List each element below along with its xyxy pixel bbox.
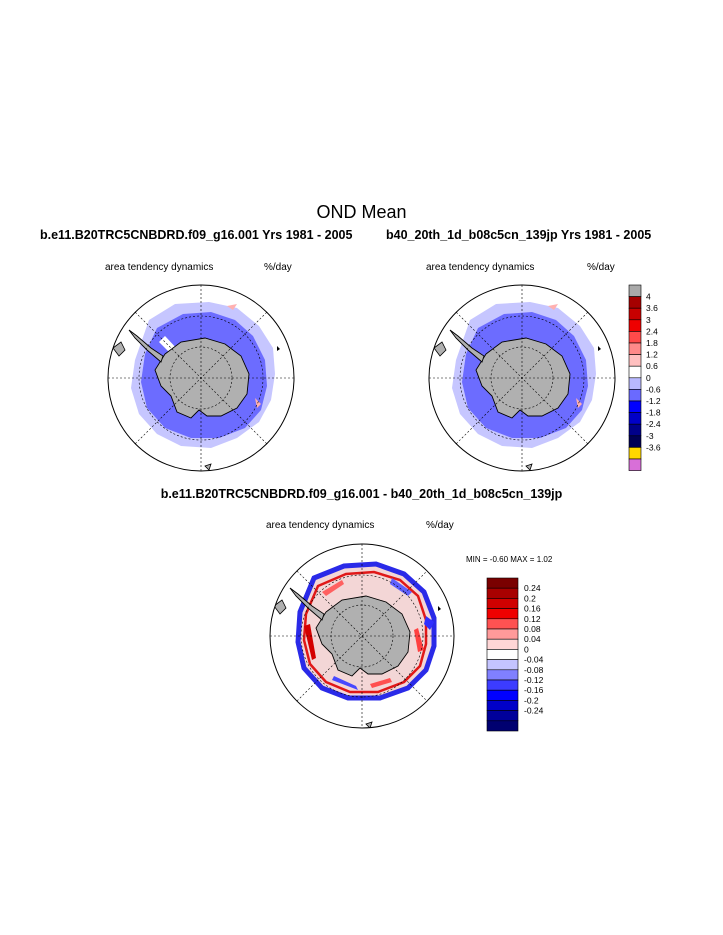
main-colorbar-swatch xyxy=(628,400,642,413)
diff-colorbar-swatch xyxy=(486,720,519,732)
diff-colorbar-swatch xyxy=(486,618,519,630)
diff-colorbar-tick-label: 0.12 xyxy=(524,614,541,624)
main-colorbar-tick-label: 0.6 xyxy=(646,361,658,371)
diff-panel-variable-label: area tendency dynamics xyxy=(266,520,375,531)
diff-panel-units-label: %/day xyxy=(426,520,454,531)
diff-colorbar-swatch xyxy=(486,689,519,701)
diff-colorbar-tick-label: 0.16 xyxy=(524,604,541,614)
left-panel-run-title: b.e11.B20TRC5CNBDRD.f09_g16.001 Yrs 1981… xyxy=(40,228,353,242)
difference-panel-title: b.e11.B20TRC5CNBDRD.f09_g16.001 - b40_20… xyxy=(160,487,563,501)
main-colorbar-tick-label: -3 xyxy=(646,431,654,441)
diff-colorbar-swatch xyxy=(486,649,519,660)
diff-colorbar-tick-label: -0.04 xyxy=(524,655,544,665)
main-colorbar-tick-label: -2.4 xyxy=(646,419,661,429)
main-colorbar-tick-label: -1.2 xyxy=(646,396,661,406)
diff-colorbar-swatch xyxy=(486,710,519,722)
diff-colorbar-tick-label: -0.24 xyxy=(524,706,544,716)
diff-colorbar-tick-label: -0.16 xyxy=(524,685,544,695)
main-colorbar-tick-label: 1.2 xyxy=(646,350,658,360)
diff-minmax-label: MIN = -0.60 MAX = 1.02 xyxy=(466,555,553,564)
diff-colorbar-swatch xyxy=(486,659,519,671)
diff-colorbar-tick-label: 0.24 xyxy=(524,583,541,593)
main-colorbar-swatch xyxy=(628,284,642,297)
main-colorbar-swatch xyxy=(628,296,642,309)
right-panel-variable-label: area tendency dynamics xyxy=(426,262,535,273)
main-colorbar-swatch xyxy=(628,342,642,355)
main-colorbar-tick-label: 4 xyxy=(646,292,651,302)
diff-colorbar-swatch xyxy=(486,679,519,691)
page-title: OND Mean xyxy=(316,202,407,222)
diff-colorbar-swatch xyxy=(486,598,519,609)
main-colorbar-swatch xyxy=(628,307,642,321)
main-colorbar-swatch xyxy=(628,423,642,437)
diff-colorbar-swatch xyxy=(486,628,519,640)
main-colorbar-swatch xyxy=(628,435,642,448)
main-colorbar-tick-label: 1.8 xyxy=(646,338,658,348)
main-colorbar-tick-label: -0.6 xyxy=(646,384,661,394)
right-panel-units-label: %/day xyxy=(587,262,615,273)
main-colorbar-tick-label: -3.6 xyxy=(646,442,661,452)
diff-colorbar-swatch xyxy=(486,669,519,681)
diff-colorbar-swatch xyxy=(486,700,519,711)
main-colorbar-tick-label: 3.6 xyxy=(646,303,658,313)
diff-colorbar-swatch xyxy=(486,587,519,599)
diff-colorbar-tick-label: 0.08 xyxy=(524,624,541,634)
diff-colorbar-swatch xyxy=(486,638,519,650)
main-colorbar-tick-label: -1.8 xyxy=(646,408,661,418)
main-colorbar-swatch xyxy=(628,377,642,390)
main-colorbar-tick-label: 2.4 xyxy=(646,326,658,336)
main-colorbar-swatch xyxy=(628,447,642,460)
diff-colorbar-tick-label: 0.04 xyxy=(524,634,541,644)
main-colorbar-tick-label: 0 xyxy=(646,373,651,383)
main-colorbar-tick-label: 3 xyxy=(646,315,651,325)
main-colorbar-swatch xyxy=(628,412,642,425)
right-panel-run-title: b40_20th_1d_b08c5cn_139jp Yrs 1981 - 200… xyxy=(386,228,652,242)
main-colorbar: 43.6 32.4 1.8 1.20.6 0-0.6 -1.2 -1.8-2.4 -3-3.6 xyxy=(628,284,661,471)
main-colorbar-swatch xyxy=(628,319,642,332)
diff-colorbar-tick-label: 0 xyxy=(524,644,529,654)
left-panel-units-label: %/day xyxy=(264,262,292,273)
diff-colorbar-swatch xyxy=(486,608,519,620)
diff-colorbar-tick-label: -0.12 xyxy=(524,675,544,685)
diff-colorbar-swatch xyxy=(486,577,519,589)
main-colorbar-swatch xyxy=(628,458,642,471)
main-colorbar-swatch xyxy=(628,365,642,379)
diff-colorbar-tick-label: -0.2 xyxy=(524,695,539,705)
diff-colorbar-tick-label: 0.2 xyxy=(524,593,536,603)
main-colorbar-swatch xyxy=(628,331,642,344)
diff-colorbar-tick-label: -0.08 xyxy=(524,665,544,675)
main-colorbar-swatch xyxy=(628,389,642,402)
left-panel-variable-label: area tendency dynamics xyxy=(105,262,214,273)
main-colorbar-swatch xyxy=(628,354,642,367)
difference-colorbar: 0.240.20.160.120.080.040-0.04-0.08-0.12-… xyxy=(486,577,544,732)
